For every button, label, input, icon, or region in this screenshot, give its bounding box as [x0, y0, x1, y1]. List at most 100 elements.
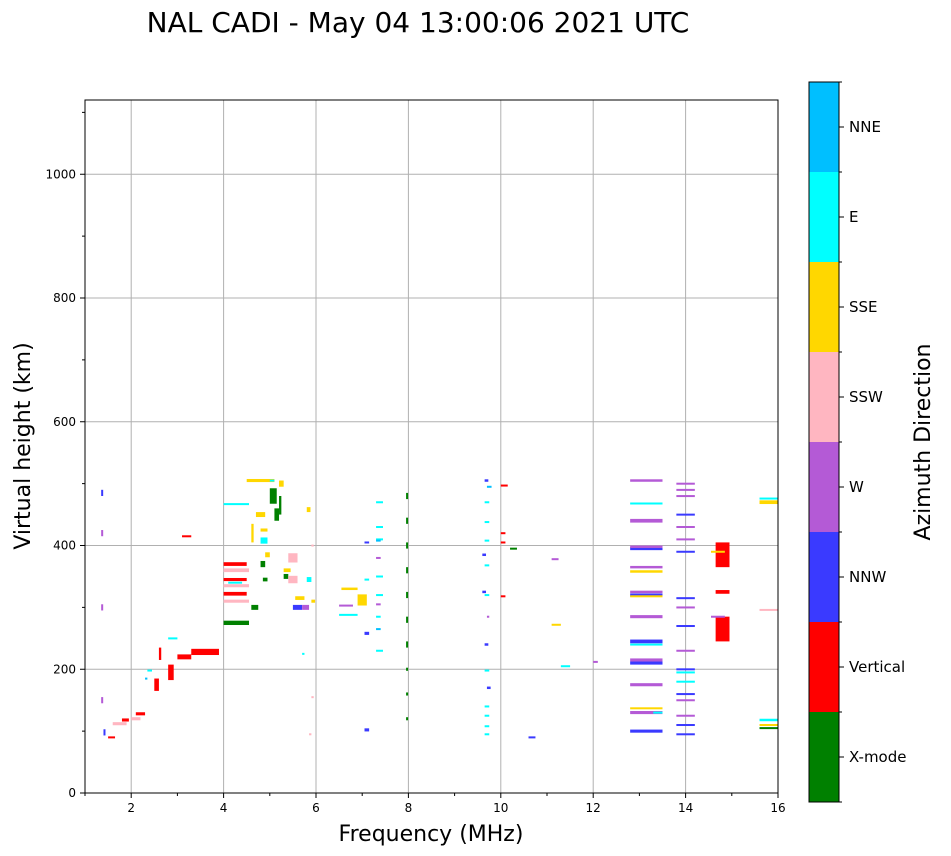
- chart-title: NAL CADI - May 04 13:00:06 2021 UTC: [147, 6, 690, 39]
- mark-e-23: [484, 733, 490, 736]
- mark-vertical-4: [168, 664, 174, 681]
- mark-vertical-8: [223, 562, 247, 566]
- mark-nnw-16: [676, 513, 695, 516]
- mark-e-21: [484, 714, 490, 717]
- mark-w-16: [630, 683, 663, 687]
- mark-e-15: [484, 501, 490, 504]
- mark-sse-6: [306, 507, 311, 513]
- mark-w-25: [676, 699, 695, 702]
- mark-e-20: [484, 705, 490, 708]
- mark-e-1: [168, 637, 178, 640]
- mark-sse-8: [341, 587, 358, 591]
- mark-sse-15: [759, 500, 778, 505]
- mark-x-mode-18: [759, 727, 778, 730]
- mark-sse-17: [251, 523, 254, 543]
- mark-w-11: [630, 545, 663, 548]
- mark-nnw-15: [630, 729, 663, 733]
- mark-vertical-10: [223, 591, 247, 596]
- mark-x-mode-8: [406, 517, 409, 524]
- mark-sse-2: [260, 528, 268, 532]
- mark-vertical-3: [154, 678, 159, 691]
- mark-x-mode-14: [406, 667, 409, 671]
- colorbar-swatch-w: [809, 442, 839, 532]
- mark-w-5: [376, 556, 381, 559]
- mark-e-31: [759, 718, 778, 722]
- mark-vertical-11: [500, 484, 508, 487]
- mark-x-mode-12: [406, 616, 409, 623]
- mark-w-19: [676, 488, 695, 491]
- mark-nnw-1: [103, 729, 106, 736]
- mark-e-22: [484, 725, 490, 728]
- mark-x-mode-13: [406, 641, 409, 648]
- colorbar: X-mode Vertical NNW W SSW SSE E NNE: [808, 81, 906, 803]
- colorbar-frame: [808, 81, 840, 803]
- mark-e-17: [484, 539, 490, 542]
- mark-ssw-4: [223, 599, 250, 603]
- mark-e-7: [364, 578, 370, 581]
- series-vertical: [108, 484, 730, 739]
- mark-ssw-1: [131, 717, 141, 721]
- colorbar-label: Azimuth Direction: [911, 343, 936, 540]
- colorbar-swatch-nne: [809, 82, 839, 172]
- y-tick-label-4: 800: [53, 291, 76, 305]
- mark-e-27: [653, 711, 663, 714]
- mark-nnw-7: [482, 590, 487, 594]
- mark-x-mode-0: [223, 620, 250, 626]
- colorbar-tick-label-nnw: NNW: [849, 568, 886, 586]
- mark-ssw-5: [288, 553, 298, 563]
- x-axis-label: Frequency (MHz): [339, 822, 524, 847]
- mark-nnw-23: [676, 733, 695, 736]
- mark-sse-11: [630, 570, 663, 573]
- mark-ssw-10: [309, 733, 312, 736]
- mark-vertical-13: [500, 541, 506, 544]
- mark-sse-9: [357, 594, 367, 606]
- mark-ssw-7: [759, 608, 778, 611]
- mark-e-32: [228, 581, 243, 584]
- colorbar-tick-label-x-mode: X-mode: [849, 748, 906, 766]
- mark-e-9: [376, 526, 383, 529]
- colorbar-swatch-e: [809, 172, 839, 262]
- mark-ssw-6: [288, 575, 298, 584]
- mark-e-0: [147, 669, 152, 672]
- mark-w-6: [376, 603, 381, 606]
- mark-e-26: [630, 643, 663, 646]
- mark-w-7: [551, 558, 559, 561]
- data-marks: [101, 478, 778, 739]
- mark-nnw-11: [630, 547, 663, 551]
- mark-w-28: [486, 615, 490, 618]
- mark-nnw-2: [292, 604, 303, 610]
- mark-vertical-2: [135, 712, 146, 716]
- mark-vertical-9: [223, 577, 247, 582]
- mark-vertical-18: [158, 647, 162, 660]
- mark-sse-0: [246, 478, 275, 483]
- mark-sse-18: [279, 480, 284, 487]
- mark-sse-7: [311, 599, 316, 603]
- x-tick-label-0: 2: [127, 801, 135, 815]
- mark-e-19: [484, 669, 490, 672]
- mark-x-mode-5: [262, 577, 268, 582]
- colorbar-tick-label-nne: NNE: [849, 118, 881, 136]
- mark-nnw-17: [676, 550, 695, 553]
- series-e: [147, 479, 778, 736]
- mark-vertical-5: [177, 654, 192, 660]
- x-tick-label-2: 6: [312, 801, 320, 815]
- mark-x-mode-4: [260, 560, 266, 568]
- mark-w-27: [711, 615, 725, 618]
- mark-sse-14: [711, 550, 725, 553]
- mark-ssw-8: [311, 544, 314, 547]
- colorbar-tick-label-vertical: Vertical: [849, 658, 905, 676]
- mark-e-24: [560, 665, 571, 668]
- mark-nnw-4: [364, 631, 370, 635]
- mark-x-mode-9: [406, 542, 409, 549]
- mark-nnw-21: [676, 693, 695, 696]
- mark-nnw-10: [528, 736, 536, 739]
- y-tick-label-5: 1000: [45, 167, 76, 181]
- colorbar-tick-label-ssw: SSW: [849, 388, 883, 406]
- mark-ssw-0: [112, 722, 127, 726]
- series-nne: [145, 485, 492, 680]
- mark-ssw-2: [223, 568, 250, 573]
- x-axis-ticks: 2 4 6 8 10 12 14 16: [84, 793, 786, 815]
- mark-vertical-0: [108, 736, 116, 739]
- mark-sse-4: [283, 568, 291, 573]
